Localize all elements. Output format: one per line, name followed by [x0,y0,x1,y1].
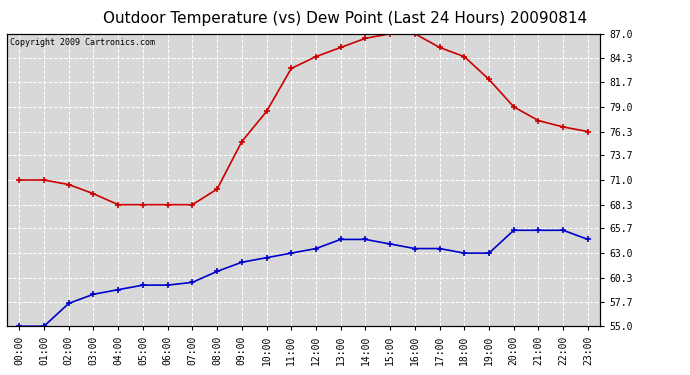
Text: Outdoor Temperature (vs) Dew Point (Last 24 Hours) 20090814: Outdoor Temperature (vs) Dew Point (Last… [103,11,587,26]
Text: Copyright 2009 Cartronics.com: Copyright 2009 Cartronics.com [10,38,155,47]
